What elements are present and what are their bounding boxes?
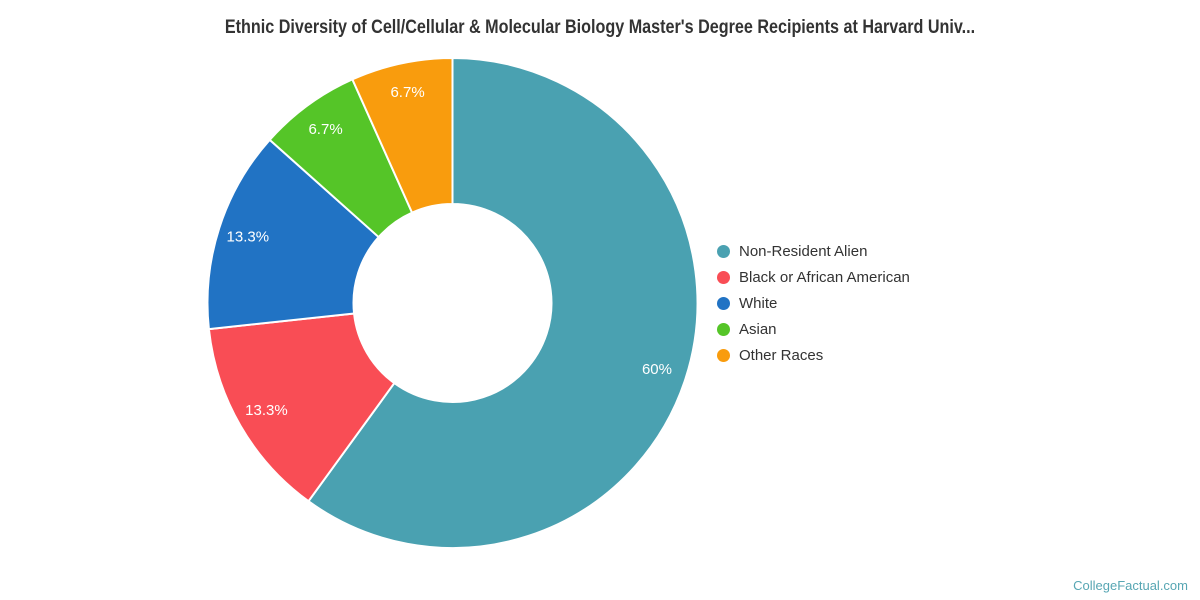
slice-value-label: 13.3% bbox=[245, 402, 288, 419]
legend-item-asian[interactable]: Asian bbox=[717, 316, 910, 342]
slice-value-label: 6.7% bbox=[308, 121, 342, 138]
legend-label: Asian bbox=[739, 320, 777, 338]
legend-label: White bbox=[739, 294, 778, 312]
slice-value-label: 60% bbox=[642, 361, 672, 378]
legend-item-black-or-african-american[interactable]: Black or African American bbox=[717, 264, 910, 290]
legend-label: Black or African American bbox=[739, 268, 910, 286]
legend-marker-icon bbox=[717, 348, 730, 362]
legend-marker-icon bbox=[717, 322, 730, 336]
legend-marker-icon bbox=[717, 296, 730, 310]
pie-slice-non-resident-alien[interactable] bbox=[307, 57, 699, 549]
legend-marker-icon bbox=[717, 244, 730, 258]
legend-item-white[interactable]: White bbox=[717, 290, 910, 316]
pie-slice-other-races[interactable] bbox=[351, 57, 454, 214]
chart-title: Ethnic Diversity of Cell/Cellular & Mole… bbox=[224, 17, 976, 38]
legend-label: Non-Resident Alien bbox=[739, 242, 868, 260]
legend-label: Other Races bbox=[739, 346, 824, 364]
slice-value-label: 13.3% bbox=[227, 229, 270, 246]
pie-slice-black-or-african-american[interactable] bbox=[207, 312, 396, 503]
legend-item-non-resident-alien[interactable]: Non-Resident Alien bbox=[717, 238, 910, 264]
legend: Non-Resident Alien Black or African Amer… bbox=[717, 238, 910, 368]
pie-slice-white[interactable] bbox=[206, 138, 380, 331]
slice-value-label: 6.7% bbox=[390, 84, 424, 101]
legend-marker-icon bbox=[717, 270, 730, 284]
legend-item-other-races[interactable]: Other Races bbox=[717, 342, 910, 368]
watermark-link[interactable]: CollegeFactual.com bbox=[1073, 578, 1188, 593]
